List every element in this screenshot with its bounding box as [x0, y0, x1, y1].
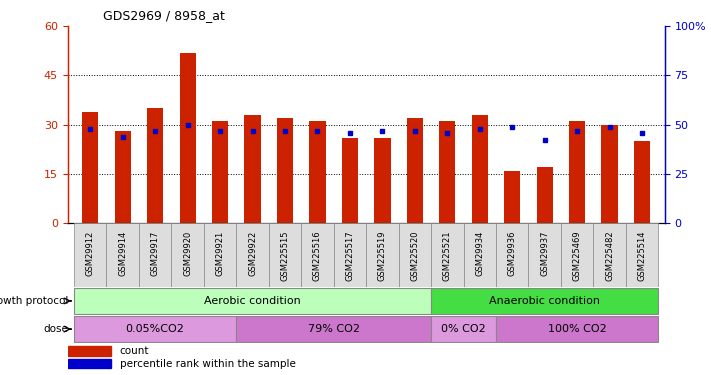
- Text: GSM29912: GSM29912: [86, 231, 95, 276]
- Bar: [269, 223, 301, 287]
- Bar: [496, 223, 528, 287]
- Bar: [171, 223, 204, 287]
- Bar: [528, 223, 561, 287]
- Bar: [74, 223, 107, 287]
- Text: 0.05%CO2: 0.05%CO2: [126, 324, 185, 334]
- Bar: [602, 124, 618, 223]
- Bar: [342, 138, 358, 223]
- Text: GSM29917: GSM29917: [151, 231, 160, 276]
- Text: GSM29914: GSM29914: [118, 231, 127, 276]
- Bar: [537, 167, 553, 223]
- Bar: [626, 223, 658, 287]
- Bar: [139, 223, 171, 287]
- Bar: [471, 115, 488, 223]
- Bar: [333, 223, 366, 287]
- Bar: [374, 138, 390, 223]
- Bar: [74, 316, 236, 342]
- Text: GSM29920: GSM29920: [183, 231, 192, 276]
- Bar: [147, 108, 164, 223]
- Text: Anaerobic condition: Anaerobic condition: [489, 296, 600, 306]
- Bar: [68, 346, 110, 356]
- Text: GSM225516: GSM225516: [313, 231, 322, 281]
- Text: count: count: [119, 346, 149, 356]
- Bar: [431, 316, 496, 342]
- Bar: [114, 131, 131, 223]
- Bar: [569, 122, 585, 223]
- Bar: [594, 223, 626, 287]
- Text: percentile rank within the sample: percentile rank within the sample: [119, 358, 295, 369]
- Bar: [399, 223, 431, 287]
- Text: GSM225520: GSM225520: [410, 231, 419, 281]
- Bar: [407, 118, 423, 223]
- Bar: [431, 288, 658, 314]
- Text: GSM29922: GSM29922: [248, 231, 257, 276]
- Text: 0% CO2: 0% CO2: [441, 324, 486, 334]
- Bar: [309, 122, 326, 223]
- Bar: [204, 223, 236, 287]
- Text: 79% CO2: 79% CO2: [308, 324, 360, 334]
- Bar: [366, 223, 399, 287]
- Bar: [561, 223, 594, 287]
- Bar: [180, 53, 196, 223]
- Text: GDS2969 / 8958_at: GDS2969 / 8958_at: [103, 9, 225, 22]
- Bar: [212, 122, 228, 223]
- Text: GSM225515: GSM225515: [281, 231, 289, 281]
- Bar: [68, 358, 110, 368]
- Bar: [504, 171, 520, 223]
- Bar: [82, 112, 98, 223]
- Text: GSM225482: GSM225482: [605, 231, 614, 281]
- Bar: [236, 223, 269, 287]
- Text: Aerobic condition: Aerobic condition: [204, 296, 301, 306]
- Text: GSM29921: GSM29921: [215, 231, 225, 276]
- Text: dose: dose: [43, 324, 68, 334]
- Bar: [74, 288, 431, 314]
- Text: growth protocol: growth protocol: [0, 296, 68, 306]
- Bar: [634, 141, 650, 223]
- Text: GSM225521: GSM225521: [443, 231, 451, 281]
- Text: GSM225519: GSM225519: [378, 231, 387, 281]
- Text: GSM225469: GSM225469: [572, 231, 582, 281]
- Text: 100% CO2: 100% CO2: [547, 324, 606, 334]
- Text: GSM29937: GSM29937: [540, 231, 549, 276]
- Bar: [107, 223, 139, 287]
- Bar: [245, 115, 261, 223]
- Bar: [496, 316, 658, 342]
- Bar: [277, 118, 293, 223]
- Text: GSM225517: GSM225517: [346, 231, 355, 281]
- Bar: [431, 223, 464, 287]
- Bar: [301, 223, 333, 287]
- Bar: [464, 223, 496, 287]
- Bar: [236, 316, 431, 342]
- Text: GSM225514: GSM225514: [638, 231, 646, 281]
- Text: GSM29936: GSM29936: [508, 231, 517, 276]
- Bar: [439, 122, 456, 223]
- Text: GSM29934: GSM29934: [475, 231, 484, 276]
